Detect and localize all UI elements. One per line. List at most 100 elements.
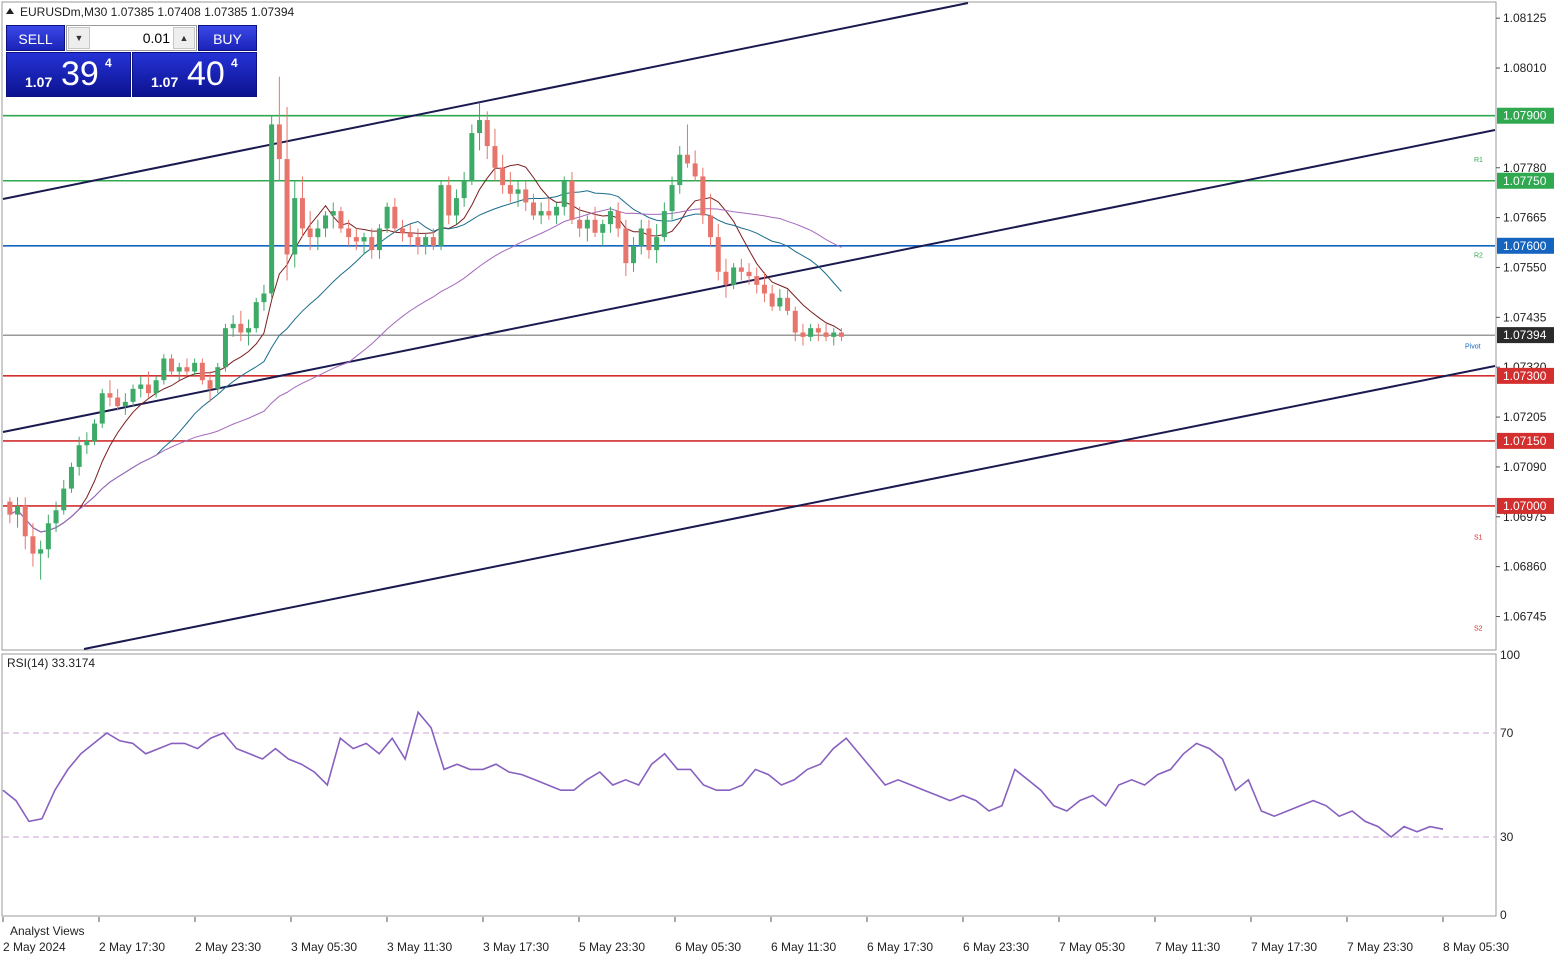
time-axis-label: 8 May 05:30 bbox=[1443, 940, 1509, 954]
candle-body bbox=[484, 120, 490, 147]
candle-body bbox=[292, 198, 298, 255]
lot-increase-icon[interactable]: ▲ bbox=[173, 27, 195, 49]
candle-body bbox=[777, 297, 783, 307]
candle-body bbox=[353, 237, 359, 242]
pivot-label: R2 bbox=[1474, 252, 1483, 259]
time-axis-label: 6 May 23:30 bbox=[963, 940, 1029, 954]
buy-price-main: 40 bbox=[187, 55, 225, 93]
candle-body bbox=[38, 549, 44, 554]
level-tag-label: 1.07750 bbox=[1503, 174, 1547, 188]
buy-price-fraction: 4 bbox=[231, 56, 238, 70]
time-axis-label: 2 May 23:30 bbox=[195, 940, 261, 954]
candle-body bbox=[561, 180, 567, 207]
price-panel-frame bbox=[1, 1, 1497, 651]
candle-body bbox=[769, 293, 775, 307]
collapse-triangle-icon[interactable] bbox=[6, 8, 14, 14]
lot-value[interactable]: 0.01 bbox=[142, 30, 170, 46]
candle-body bbox=[199, 362, 205, 381]
candle-body bbox=[68, 466, 74, 489]
level-tag-bg bbox=[1497, 172, 1554, 189]
rsi-axis-label: 0 bbox=[1500, 908, 1507, 922]
candle-body bbox=[122, 401, 128, 407]
candle-body bbox=[161, 358, 167, 381]
price-axis-label: 1.07205 bbox=[1503, 410, 1547, 424]
channel-lower-line[interactable] bbox=[83, 365, 1496, 650]
candle-body bbox=[808, 328, 814, 337]
pivot-label: R1 bbox=[1474, 157, 1483, 164]
pivot-label: Pivot bbox=[1465, 344, 1481, 351]
level-tag-bg bbox=[1497, 107, 1554, 124]
candle-body bbox=[584, 219, 590, 229]
candle-body bbox=[569, 180, 575, 220]
candle-body bbox=[138, 384, 144, 389]
candle-body bbox=[392, 206, 398, 229]
rsi-axis-label: 100 bbox=[1500, 648, 1520, 662]
candle-body bbox=[469, 133, 475, 181]
candle-body bbox=[176, 367, 182, 372]
candle-body bbox=[754, 276, 760, 285]
buy-button[interactable]: BUY bbox=[198, 25, 257, 51]
candle-body bbox=[661, 211, 667, 238]
candle-body bbox=[646, 228, 652, 251]
candle-body bbox=[515, 189, 521, 194]
candle-body bbox=[708, 215, 714, 238]
candle-body bbox=[238, 323, 244, 333]
candle-body bbox=[207, 380, 213, 389]
rsi-panel-frame bbox=[1, 653, 1497, 917]
level-tag-label: 1.07900 bbox=[1503, 109, 1547, 123]
rsi-axis-label: 30 bbox=[1500, 830, 1514, 844]
candle-body bbox=[792, 310, 798, 333]
rsi-axis-label: 70 bbox=[1500, 726, 1514, 740]
lot-decrease-icon[interactable]: ▼ bbox=[68, 27, 90, 49]
buy-price-box[interactable]: 1.07 40 4 bbox=[132, 52, 257, 97]
candle-body bbox=[361, 237, 367, 242]
candle-body bbox=[415, 237, 421, 246]
candle-body bbox=[284, 159, 290, 255]
level-tag-bg bbox=[1497, 367, 1554, 384]
candle-body bbox=[838, 332, 844, 337]
candle-body bbox=[654, 237, 660, 251]
candle-body bbox=[99, 393, 105, 424]
time-axis-label: 7 May 17:30 bbox=[1251, 940, 1317, 954]
candle-body bbox=[53, 510, 59, 524]
candle-body bbox=[800, 332, 806, 337]
analyst-views-label[interactable]: Analyst Views bbox=[10, 924, 84, 938]
candle-body bbox=[22, 505, 28, 537]
candle-body bbox=[715, 237, 721, 272]
time-axis-label: 6 May 05:30 bbox=[675, 940, 741, 954]
candle-body bbox=[461, 180, 467, 199]
candle-body bbox=[423, 237, 429, 246]
sell-button[interactable]: SELL bbox=[6, 25, 65, 51]
lot-size-input[interactable]: ▼ 0.01 ▲ bbox=[66, 25, 197, 51]
sell-price-fraction: 4 bbox=[105, 56, 112, 70]
candle-body bbox=[107, 393, 113, 398]
candle-body bbox=[192, 362, 198, 372]
one-click-trading-panel: SELL ▼ 0.01 ▲ BUY 1.07 39 4 1.07 40 4 bbox=[6, 25, 257, 97]
candle-body bbox=[222, 328, 228, 368]
candle-body bbox=[376, 228, 382, 251]
level-tag-label: 1.07150 bbox=[1503, 434, 1547, 448]
sell-price-main: 39 bbox=[61, 55, 99, 93]
price-axis-label: 1.07550 bbox=[1503, 260, 1547, 274]
time-axis-label: 3 May 11:30 bbox=[387, 940, 452, 954]
candle-body bbox=[130, 388, 136, 402]
candle-body bbox=[546, 211, 552, 216]
rsi-line bbox=[2, 710, 1444, 839]
candle-body bbox=[631, 245, 637, 264]
level-tag-label: 1.07300 bbox=[1503, 369, 1547, 383]
channel-upper-line[interactable] bbox=[2, 2, 969, 200]
candle-body bbox=[346, 228, 352, 238]
price-axis-label: 1.07435 bbox=[1503, 310, 1547, 324]
candle-body bbox=[507, 185, 513, 194]
price-axis-label: 1.07090 bbox=[1503, 460, 1547, 474]
time-axis-label: 7 May 05:30 bbox=[1059, 940, 1125, 954]
candle-body bbox=[184, 367, 190, 372]
candle-body bbox=[815, 328, 821, 333]
sell-price-box[interactable]: 1.07 39 4 bbox=[6, 52, 131, 97]
candle-body bbox=[761, 284, 767, 294]
candle-body bbox=[477, 120, 483, 134]
price-axis-label: 1.06745 bbox=[1503, 609, 1547, 623]
candle-body bbox=[61, 488, 67, 511]
candle-body bbox=[677, 154, 683, 186]
